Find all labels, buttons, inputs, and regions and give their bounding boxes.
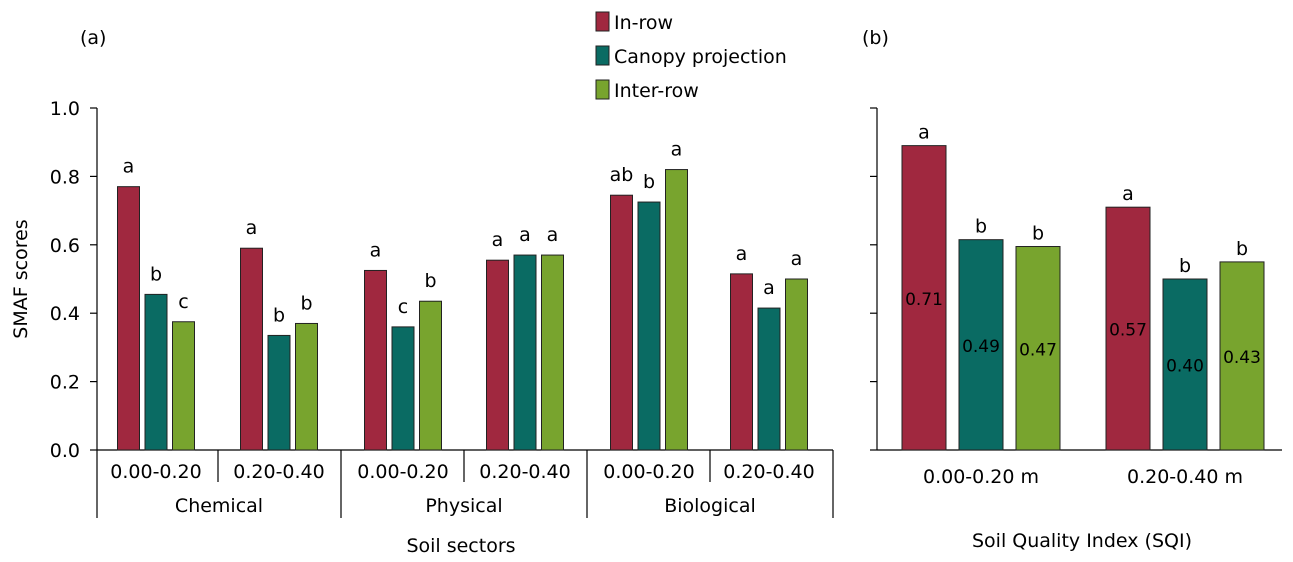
bar-in-row [364, 269, 387, 451]
bar-canopy-projection [267, 334, 291, 451]
x-category-label: 0.20-0.40 m [1127, 466, 1243, 488]
panel-a-y-ticks: 0.0 0.2 0.4 0.6 0.8 1.0 [50, 98, 97, 462]
y-tick-label: 1.0 [50, 98, 80, 120]
significance-letter: b [150, 263, 162, 285]
significance-letter: a [763, 277, 775, 299]
significance-letter: b [424, 270, 436, 292]
significance-letter: a [492, 229, 504, 251]
legend-label: Canopy projection [614, 46, 787, 68]
bar-canopy-projection [513, 254, 537, 451]
significance-letter: b [273, 304, 285, 326]
y-tick-label: 0.8 [50, 166, 80, 188]
significance-letter: a [123, 156, 135, 178]
bar-inter-row [419, 300, 442, 451]
bar-in-row [730, 273, 753, 451]
significance-letter: b [975, 216, 987, 238]
bar-value-label: 0.71 [905, 290, 943, 310]
bar-value-label: 0.49 [962, 337, 1000, 357]
x-depth-label: 0.00-0.20 [110, 461, 201, 483]
x-group-label: Biological [664, 495, 756, 517]
significance-letter: a [918, 122, 930, 144]
significance-letter: b [300, 292, 312, 314]
panel-b-x-categories: 0.00-0.20 m 0.20-0.40 m [923, 466, 1243, 488]
bar-value-label: 0.43 [1223, 348, 1261, 368]
panel-b-xlabel: Soil Quality Index (SQI) [972, 530, 1192, 552]
bar-in-row [486, 259, 509, 451]
x-category-label: 0.00-0.20 m [923, 466, 1039, 488]
significance-letter: b [1179, 255, 1191, 277]
significance-letter: b [1032, 223, 1044, 245]
x-depth-label: 0.00-0.20 [603, 461, 694, 483]
significance-letter: a [370, 239, 382, 261]
bar-in-row [610, 194, 633, 451]
y-tick-label: 0.0 [50, 440, 80, 462]
significance-letter: b [1236, 238, 1248, 260]
significance-letter: ab [610, 164, 634, 186]
bar-value-label: 0.57 [1109, 321, 1147, 341]
bar-inter-row [295, 322, 318, 451]
bar-canopy-projection [391, 326, 415, 451]
significance-letter: b [643, 171, 655, 193]
significance-letter: a [246, 217, 258, 239]
legend-swatch [595, 79, 610, 100]
bar-inter-row [785, 278, 808, 451]
bar-inter-row [1015, 246, 1061, 451]
legend-swatch [595, 11, 610, 32]
bar-canopy-projection [144, 293, 168, 451]
panel-a-label: (a) [80, 27, 106, 49]
legend: In-row Canopy projection Inter-row [595, 11, 787, 102]
bar-inter-row [172, 321, 195, 451]
panel-a-ylabel: SMAF scores [10, 219, 32, 338]
significance-letter: c [178, 291, 188, 313]
x-depth-label: 0.20-0.40 [723, 461, 814, 483]
panel-b-y-ticks [870, 107, 877, 451]
legend-label: Inter-row [614, 80, 699, 102]
y-tick-label: 0.2 [50, 372, 80, 394]
panel-b: (b) Soil Quality Index (SQI) 0.00-0.20 m… [862, 27, 1282, 552]
bar-canopy-projection [958, 239, 1004, 451]
significance-letter: a [547, 224, 559, 246]
y-tick-label: 0.4 [50, 303, 80, 325]
legend-label: In-row [614, 12, 673, 34]
significance-letter: a [1122, 183, 1134, 205]
significance-letter: a [791, 248, 803, 270]
bar-canopy-projection [637, 201, 661, 451]
x-depth-label: 0.00-0.20 [357, 461, 448, 483]
panel-a: (a) SMAF scores Soil sectors 0.00.20.40.… [10, 27, 834, 557]
panel-b-bars: a 0.71 a 0.57 b 0.49 b 0.40 b 0.47 b 0.43 [901, 122, 1265, 451]
bar-canopy-projection [1162, 278, 1208, 451]
bar-in-row [901, 145, 947, 451]
x-depth-label: 0.20-0.40 [233, 461, 324, 483]
panel-b-label: (b) [862, 27, 889, 49]
significance-letter: a [736, 243, 748, 265]
x-group-label: Physical [425, 495, 502, 517]
significance-letter: a [671, 139, 683, 161]
bar-inter-row [541, 254, 564, 451]
bar-value-label: 0.47 [1019, 340, 1057, 360]
x-depth-label: 0.20-0.40 [479, 461, 570, 483]
panel-a-xlabel: Soil sectors [406, 535, 515, 557]
significance-letter: a [519, 224, 531, 246]
bar-in-row [1105, 206, 1151, 451]
bar-value-label: 0.40 [1166, 357, 1204, 377]
y-tick-label: 0.6 [50, 235, 80, 257]
significance-letter: c [398, 296, 408, 318]
bar-inter-row [1219, 261, 1265, 451]
bar-canopy-projection [757, 307, 781, 451]
legend-swatch [595, 45, 610, 66]
x-group-label: Chemical [175, 495, 263, 517]
bar-in-row [240, 247, 263, 451]
bar-in-row [117, 186, 140, 451]
bar-inter-row [665, 169, 688, 451]
panel-a-x-categories: 0.00-0.20 0.20-0.40 Chemical 0.00-0.20 0.20-… [96, 450, 834, 518]
